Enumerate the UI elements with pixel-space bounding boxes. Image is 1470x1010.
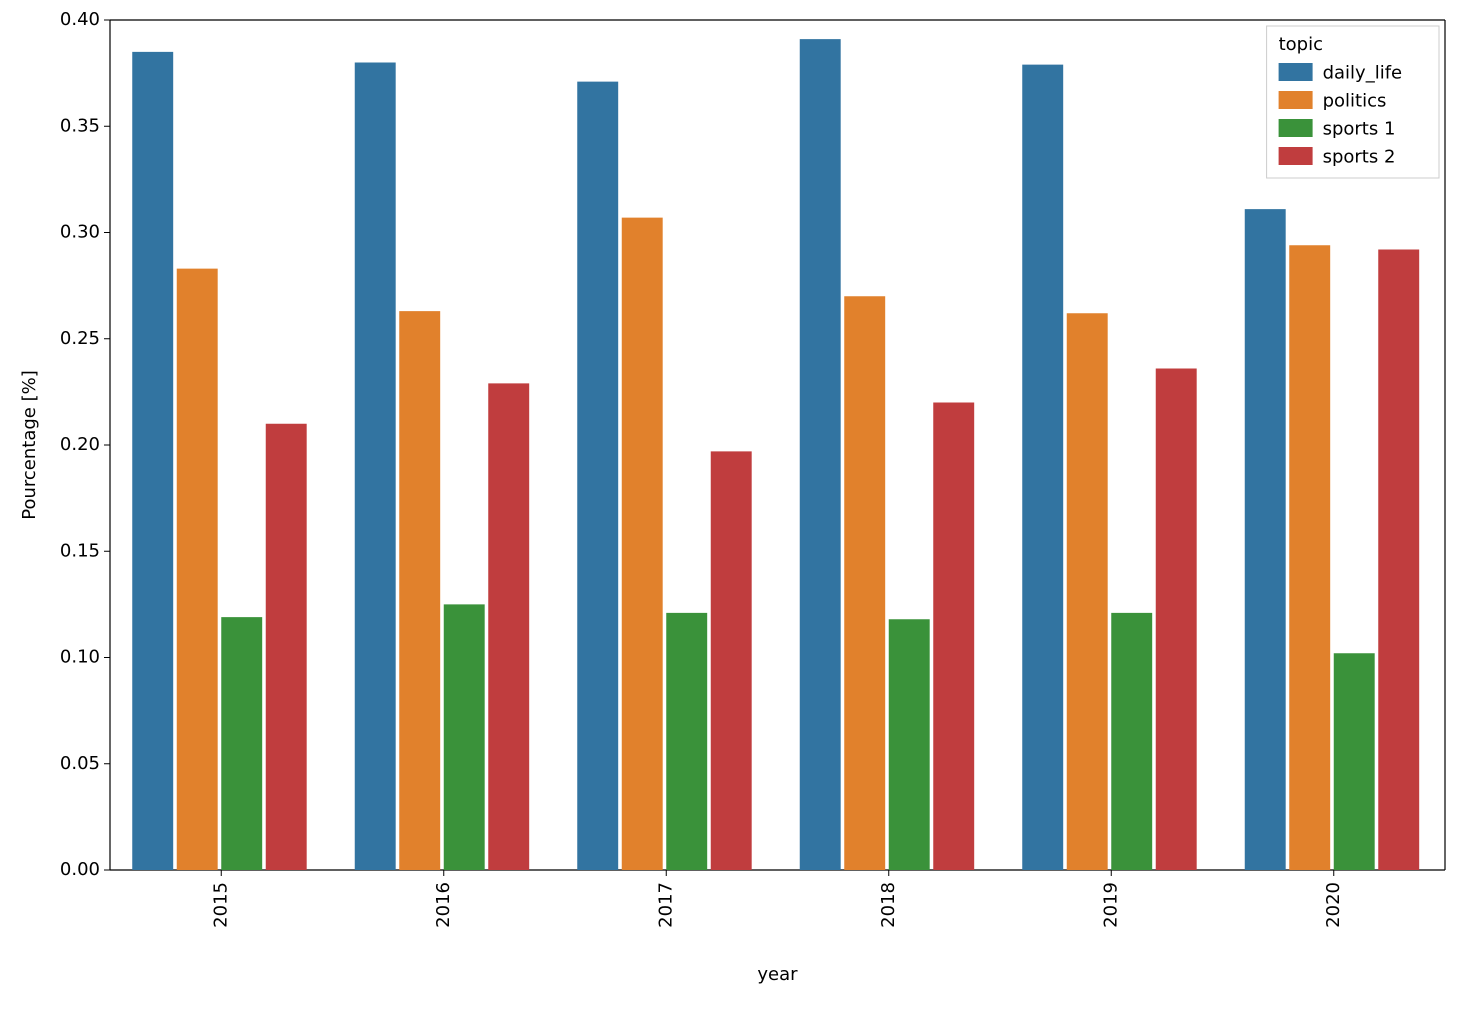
bar-daily_life — [1245, 209, 1286, 870]
bar-sports-1 — [444, 604, 485, 870]
bar-daily_life — [800, 39, 841, 870]
legend-swatch — [1279, 119, 1313, 137]
y-tick-label: 0.30 — [60, 222, 100, 243]
x-tick-label: 2019 — [1100, 882, 1121, 928]
y-tick-label: 0.40 — [60, 9, 100, 30]
bar-sports-1 — [1334, 653, 1375, 870]
x-tick-label: 2017 — [655, 882, 676, 928]
legend-label: sports 2 — [1323, 146, 1396, 167]
legend-label: sports 1 — [1323, 118, 1396, 139]
y-tick-label: 0.25 — [60, 328, 100, 349]
x-tick-label: 2015 — [210, 882, 231, 928]
bar-sports-2 — [1378, 250, 1419, 871]
bar-sports-1 — [1111, 613, 1152, 870]
bar-sports-2 — [1156, 369, 1197, 871]
bar-daily_life — [355, 63, 396, 871]
y-axis-label: Pourcentage [%] — [19, 370, 40, 519]
legend-swatch — [1279, 63, 1313, 81]
legend-swatch — [1279, 91, 1313, 109]
bar-politics — [1289, 245, 1330, 870]
chart-container: 0.00 0.05 0.10 0.15 0.20 0.25 0.30 0.35 0.40 2015… — [0, 0, 1470, 1010]
y-tick-label: 0.35 — [60, 115, 100, 136]
x-tick-label: 2016 — [433, 882, 454, 928]
chart-svg: 0.00 0.05 0.10 0.15 0.20 0.25 0.30 0.35 0.40 2015… — [0, 0, 1470, 1010]
bar-politics — [177, 269, 218, 870]
x-axis-label: year — [757, 964, 798, 985]
bar-sports-1 — [221, 617, 262, 870]
y-tick-label: 0.00 — [60, 859, 100, 880]
legend-swatch — [1279, 147, 1313, 165]
bar-daily_life — [132, 52, 173, 870]
bar-daily_life — [577, 82, 618, 870]
bar-politics — [622, 218, 663, 870]
bar-politics — [1067, 313, 1108, 870]
legend-label: daily_life — [1323, 62, 1403, 83]
bar-politics — [844, 296, 885, 870]
legend-box: topicdaily_life politics sports 1 sports 2 — [1267, 26, 1439, 178]
bar-sports-2 — [933, 403, 974, 871]
y-tick-label: 0.15 — [60, 540, 100, 561]
bar-sports-2 — [488, 383, 529, 870]
bar-sports-1 — [889, 619, 930, 870]
bar-politics — [399, 311, 440, 870]
bar-sports-1 — [666, 613, 707, 870]
y-tick-label: 0.20 — [60, 434, 100, 455]
bar-daily_life — [1022, 65, 1063, 870]
x-tick-label: 2020 — [1323, 882, 1344, 928]
bar-sports-2 — [711, 451, 752, 870]
legend-label: politics — [1323, 90, 1387, 111]
legend-title: topic — [1279, 34, 1323, 55]
x-tick-label: 2018 — [878, 882, 899, 928]
y-tick-label: 0.10 — [60, 647, 100, 668]
bar-sports-2 — [266, 424, 307, 870]
y-tick-label: 0.05 — [60, 753, 100, 774]
